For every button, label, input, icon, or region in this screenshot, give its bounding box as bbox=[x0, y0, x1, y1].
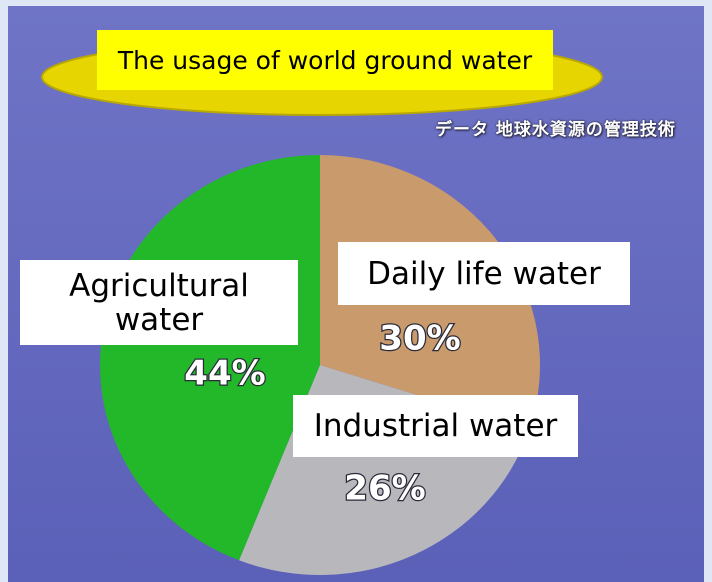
category-label: Daily life water bbox=[338, 242, 630, 305]
pie-slice bbox=[99, 155, 320, 561]
value-label: 30% bbox=[379, 319, 460, 359]
value-label: 44% bbox=[184, 354, 265, 394]
category-label: Agricultural water bbox=[20, 260, 298, 345]
category-label: Industrial water bbox=[293, 395, 578, 457]
chart-title: The usage of world ground water bbox=[97, 30, 553, 90]
value-label: 26% bbox=[344, 469, 425, 509]
source-note: データ 地球水資源の管理技術 bbox=[435, 120, 676, 140]
value-labels: 30% 26% 44% bbox=[183, 317, 462, 510]
pie bbox=[99, 155, 540, 575]
